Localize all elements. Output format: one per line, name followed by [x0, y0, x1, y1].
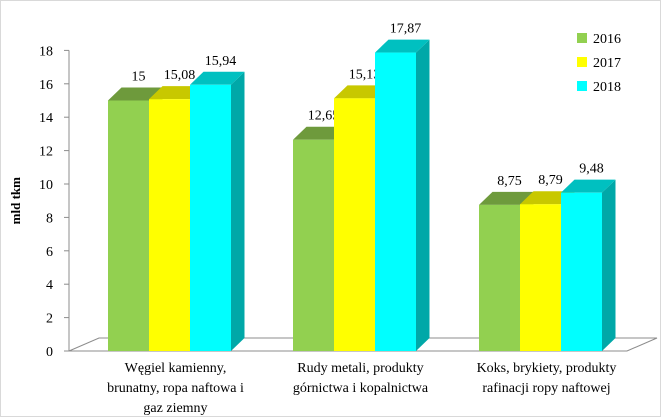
y-tick-label: 4 — [46, 278, 53, 293]
data-label: 15,13 — [349, 67, 381, 82]
bar-side — [231, 71, 245, 351]
y-tick-label: 2 — [46, 312, 53, 327]
y-tick-label: 6 — [46, 245, 53, 260]
legend-label: 2017 — [593, 56, 621, 71]
category-label: Koks, brykiety, produkty — [477, 361, 617, 376]
y-axis-title: mld tkm — [8, 177, 23, 224]
data-label: 15,08 — [164, 68, 196, 83]
category-label: Węgiel kamienny, — [125, 361, 227, 376]
legend-swatch-2017 — [577, 57, 587, 67]
y-tick-label: 10 — [39, 178, 53, 193]
y-tick-label: 16 — [39, 78, 53, 93]
data-label: 15 — [132, 70, 146, 85]
bar-top — [561, 179, 616, 193]
data-label: 17,87 — [390, 22, 422, 37]
category-label: górnictwa i kopalnictwa — [293, 381, 429, 396]
bar-top — [375, 39, 430, 53]
bar-top — [108, 87, 163, 101]
category-label: Rudy metali, produkty — [297, 361, 423, 376]
data-label: 15,94 — [205, 54, 237, 69]
bar-2017 — [149, 99, 190, 351]
bar-2016 — [293, 139, 334, 351]
bar-2017 — [334, 98, 375, 351]
y-tick-label: 14 — [39, 111, 53, 126]
bar-top — [190, 71, 245, 85]
legend-swatch-2018 — [577, 81, 587, 91]
legend-swatch-2016 — [577, 33, 587, 43]
data-label: 9,48 — [579, 162, 604, 177]
bar-top — [334, 85, 389, 99]
y-tick-label: 8 — [46, 211, 53, 226]
bar-top — [520, 191, 575, 205]
bar-2017 — [520, 204, 561, 351]
bar-2016 — [479, 204, 520, 351]
category-label: rafinacji ropy naftowej — [482, 381, 610, 396]
bar-2018 — [375, 52, 416, 352]
bar-top — [479, 191, 534, 205]
bar-2016 — [108, 100, 149, 351]
legend-label: 2018 — [593, 80, 621, 95]
legend-label: 2016 — [593, 32, 621, 47]
y-tick-label: 12 — [39, 145, 53, 160]
y-tick-label: 18 — [39, 44, 53, 59]
category-label: brunatny, ropa naftowa i — [107, 381, 244, 396]
bar-side — [602, 179, 616, 351]
data-label: 12,65 — [308, 109, 340, 124]
category-label: gaz ziemny — [143, 401, 207, 416]
data-label: 8,79 — [538, 173, 563, 188]
bar-2018 — [190, 84, 231, 351]
bar-2018 — [561, 192, 602, 351]
bar-top — [149, 86, 204, 100]
data-label: 8,75 — [497, 174, 522, 189]
bar-top — [293, 126, 348, 140]
y-tick-label: 0 — [46, 345, 53, 360]
bar-side — [416, 39, 430, 352]
